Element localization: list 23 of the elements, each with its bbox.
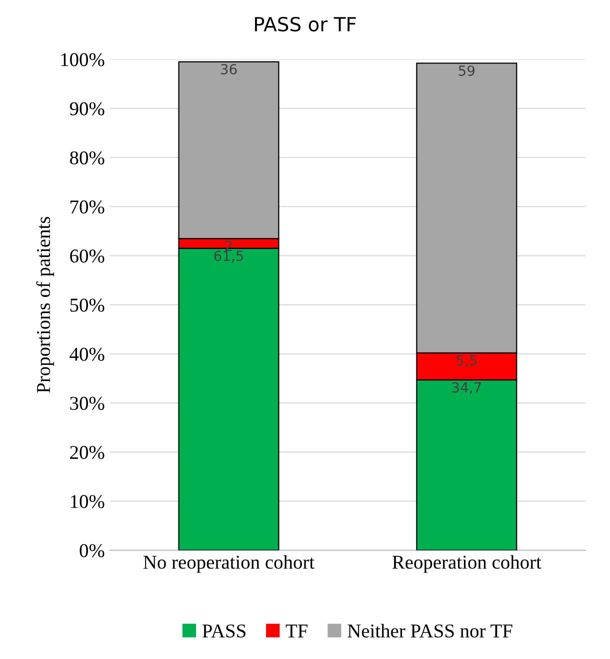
- legend-label: Neither PASS nor TF: [348, 624, 512, 638]
- data-label: 36: [220, 64, 237, 74]
- chart-title: PASS or TF: [255, 16, 356, 32]
- data-label: 61,5: [214, 250, 243, 262]
- data-label: 59: [458, 65, 475, 76]
- data-label: 34,7: [452, 382, 481, 394]
- y-tick-label: 50%: [70, 298, 104, 312]
- y-tick-label: 70%: [70, 200, 104, 214]
- y-tick-label: 40%: [70, 348, 104, 361]
- y-tick-label: 30%: [70, 396, 104, 410]
- data-label: 5,5: [456, 355, 476, 368]
- y-tick-label: 90%: [70, 102, 104, 116]
- y-tick-label: 20%: [70, 446, 104, 460]
- y-tick-label: 60%: [70, 250, 104, 263]
- legend-label: PASS: [202, 624, 246, 638]
- x-tick-label: Reoperation cohort: [392, 555, 542, 573]
- legend-label: TF: [286, 624, 308, 638]
- y-tick-label: 10%: [71, 494, 104, 508]
- y-tick-label: 80%: [70, 151, 104, 165]
- y-tick-label: 100%: [61, 53, 104, 66]
- y-axis-title: Proportions of patients: [36, 216, 54, 393]
- y-tick-label: 0%: [80, 544, 104, 558]
- x-tick-label: No reoperation cohort: [143, 555, 314, 573]
